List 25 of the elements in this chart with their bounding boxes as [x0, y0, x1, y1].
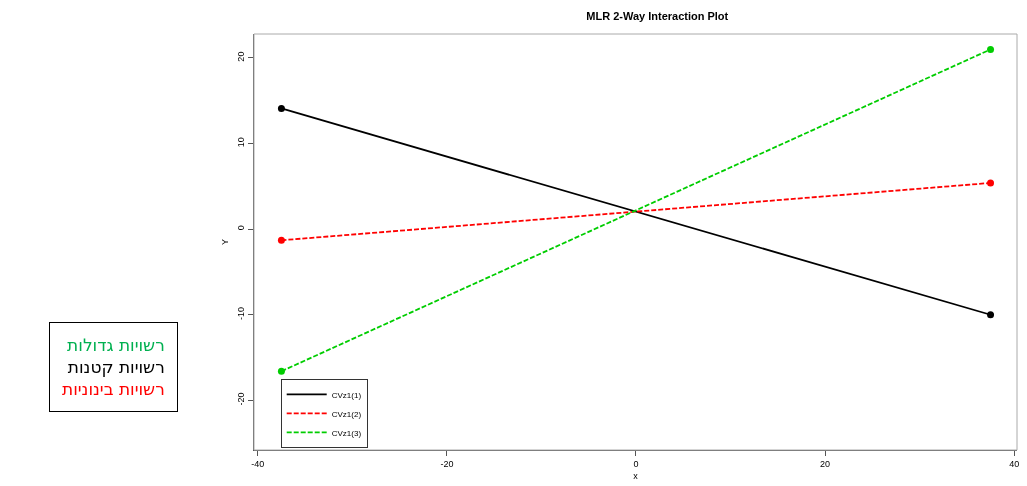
point	[277, 367, 285, 375]
text: רשויות בינוניות	[62, 379, 165, 400]
legend-label: CVz1(3)	[331, 428, 362, 438]
legend-label: CVz1(2)	[331, 409, 362, 419]
y-tick-label: -10	[236, 306, 247, 320]
point	[277, 236, 285, 244]
x-tick-label: -40	[251, 458, 265, 469]
legend-label: CVz1(1)	[331, 390, 362, 400]
text: רשויות גדולות	[67, 335, 165, 355]
text: רשויות קטנות	[67, 357, 165, 378]
x-tick-label: 20	[820, 458, 831, 469]
point	[987, 45, 995, 53]
y-tick-label: 10	[236, 137, 247, 148]
y-tick-label: 0	[236, 225, 247, 231]
x-tick-label: 0	[633, 458, 639, 469]
y-tick-label: 20	[236, 51, 247, 62]
x-tick-label: 40	[1009, 458, 1020, 469]
x-tick-label: -20	[440, 458, 454, 469]
point	[987, 311, 995, 319]
y-tick-label: -20	[236, 392, 247, 406]
y-axis-title: Y	[219, 238, 230, 246]
point	[987, 179, 995, 187]
x-axis-title: x	[633, 470, 639, 481]
point	[277, 104, 285, 112]
chart-title: MLR 2-Way Interaction Plot	[586, 9, 729, 22]
